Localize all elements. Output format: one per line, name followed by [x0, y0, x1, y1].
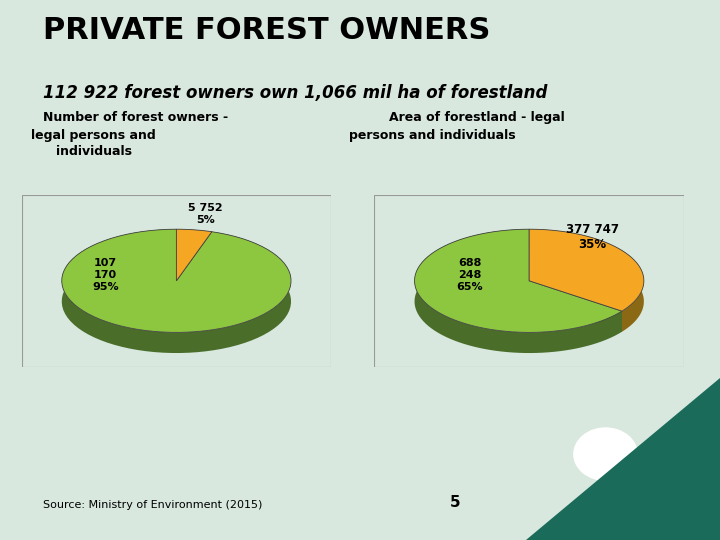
Text: 5 752
5%: 5 752 5% — [188, 204, 222, 225]
Polygon shape — [176, 232, 212, 301]
Polygon shape — [529, 281, 622, 332]
Polygon shape — [176, 232, 212, 301]
Polygon shape — [176, 229, 212, 252]
Polygon shape — [657, 496, 680, 525]
Text: 377 747
35%: 377 747 35% — [566, 223, 618, 251]
Polygon shape — [415, 229, 622, 333]
Text: Area of forestland - legal: Area of forestland - legal — [389, 111, 564, 124]
Text: 112 922 forest owners own 1,066 mil ha of forestland: 112 922 forest owners own 1,066 mil ha o… — [43, 84, 548, 102]
Polygon shape — [529, 229, 644, 311]
Circle shape — [654, 428, 683, 452]
Polygon shape — [415, 229, 622, 353]
Text: individuals: individuals — [55, 145, 132, 158]
Text: Source: Ministry of Environment (2015): Source: Ministry of Environment (2015) — [43, 500, 263, 510]
Polygon shape — [600, 478, 611, 525]
Circle shape — [574, 428, 637, 480]
Text: 107
170
95%: 107 170 95% — [92, 259, 119, 292]
Text: PRIVATE FOREST OWNERS: PRIVATE FOREST OWNERS — [43, 16, 490, 45]
Text: Number of forest owners -: Number of forest owners - — [43, 111, 228, 124]
Polygon shape — [657, 452, 680, 496]
Polygon shape — [62, 229, 291, 333]
Polygon shape — [529, 281, 622, 332]
Text: 688
248
65%: 688 248 65% — [456, 259, 483, 292]
Text: persons and individuals: persons and individuals — [348, 129, 516, 141]
Text: legal persons and: legal persons and — [31, 129, 156, 141]
Text: 5: 5 — [450, 495, 461, 510]
Polygon shape — [529, 229, 644, 332]
Polygon shape — [176, 229, 212, 281]
Polygon shape — [62, 229, 291, 353]
